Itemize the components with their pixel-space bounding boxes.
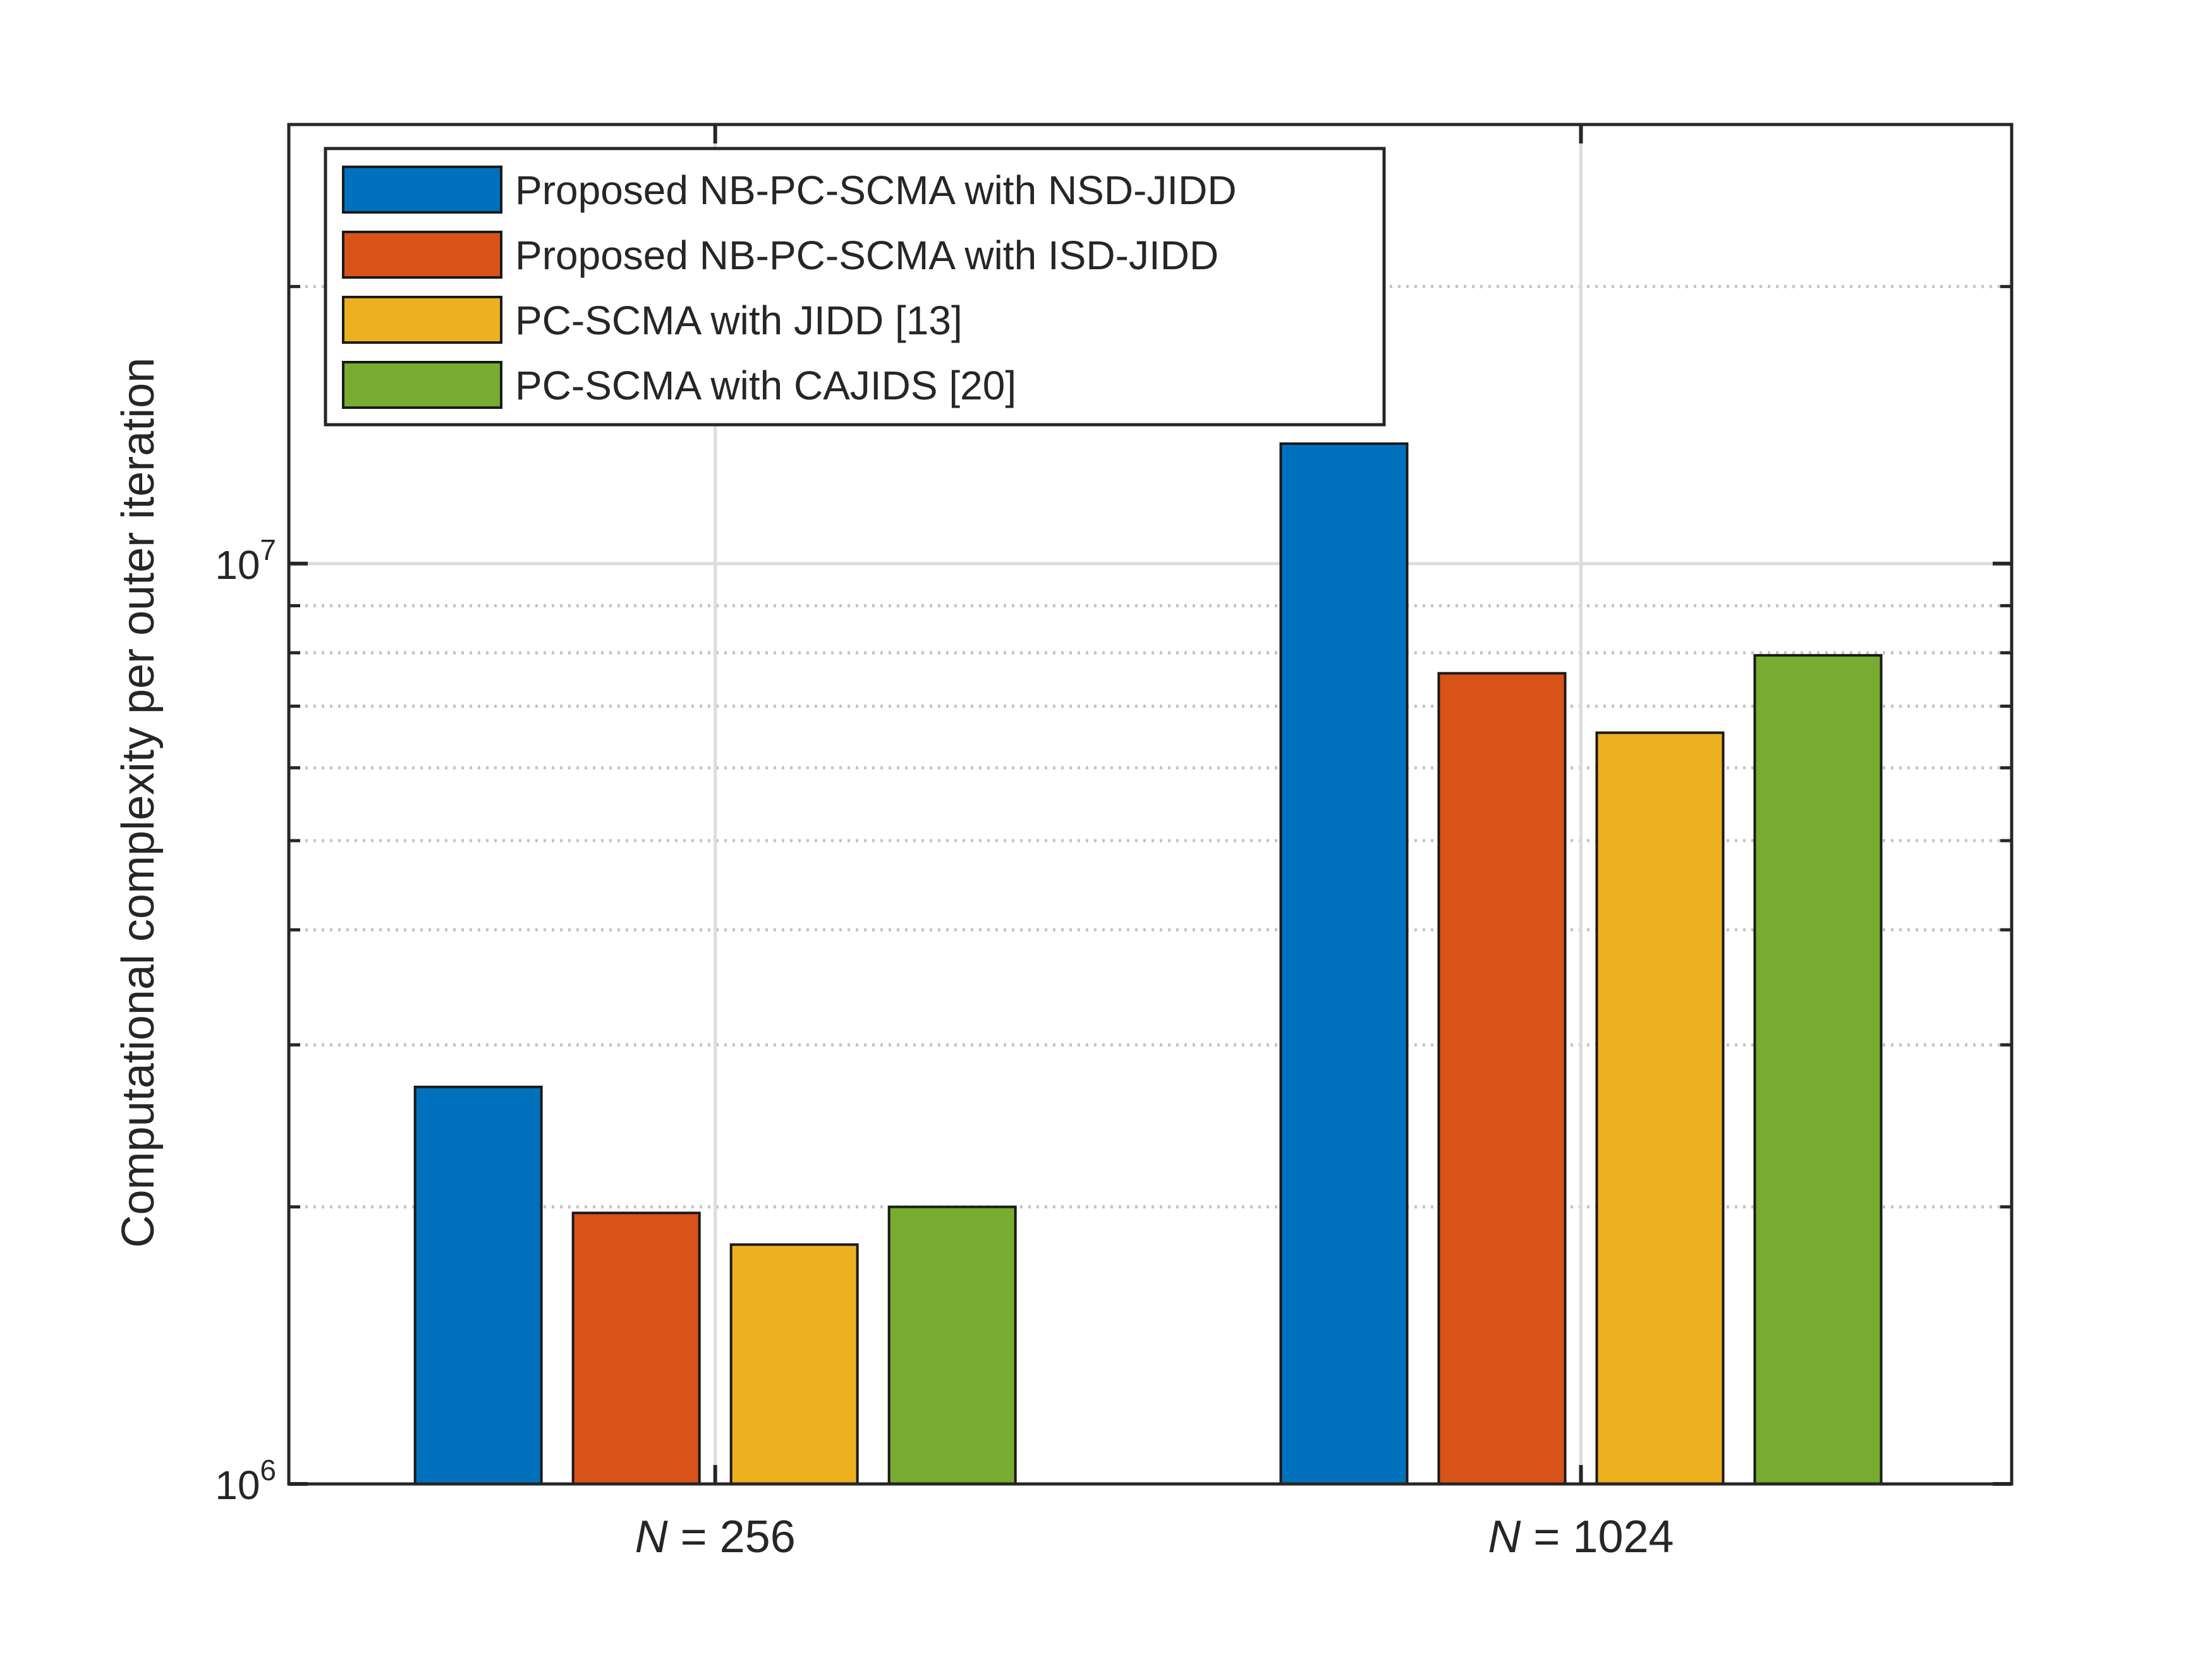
x-category-label: N = 256 xyxy=(635,1512,796,1562)
bars xyxy=(413,442,1883,1486)
y-tick-exponent: 7 xyxy=(260,533,276,566)
bar xyxy=(413,1085,543,1485)
y-tick-label: 107 xyxy=(215,533,276,588)
category-value: = 256 xyxy=(668,1512,796,1562)
legend-swatch xyxy=(342,296,502,344)
bar xyxy=(1595,731,1725,1485)
legend-label: Proposed NB-PC-SCMA with NSD-JIDD xyxy=(515,167,1237,213)
x-tick-labels: N = 256 N = 1024 xyxy=(635,1512,1674,1562)
bar xyxy=(1753,653,1883,1485)
y-tick-label: 106 xyxy=(215,1454,276,1508)
y-tick-exponent: 6 xyxy=(260,1454,276,1486)
category-value: = 1024 xyxy=(1521,1512,1674,1562)
legend-swatch xyxy=(342,361,502,409)
y-tick-base: 10 xyxy=(215,1462,260,1508)
legend-label: Proposed NB-PC-SCMA with ISD-JIDD xyxy=(515,233,1218,278)
bar xyxy=(571,1212,701,1485)
axes-box xyxy=(287,123,2014,1486)
x-category-label: N = 1024 xyxy=(1488,1512,1674,1562)
y-tick-base: 10 xyxy=(215,542,260,588)
y-axis-label: Computational complexity per outer itera… xyxy=(113,358,164,1248)
bar xyxy=(729,1243,859,1486)
legend-swatch xyxy=(342,231,502,279)
category-variable: N xyxy=(635,1512,669,1562)
bar xyxy=(887,1205,1017,1485)
bar xyxy=(1279,442,1409,1485)
legend-label: PC-SCMA with JIDD [13] xyxy=(515,298,963,343)
category-variable: N xyxy=(1488,1512,1521,1562)
bar xyxy=(1437,672,1567,1485)
legend-label: PC-SCMA with CAJIDS [20] xyxy=(515,363,1016,408)
legend-swatch xyxy=(342,166,502,214)
legend: Proposed NB-PC-SCMA with NSD-JIDD Propose… xyxy=(324,147,1386,427)
